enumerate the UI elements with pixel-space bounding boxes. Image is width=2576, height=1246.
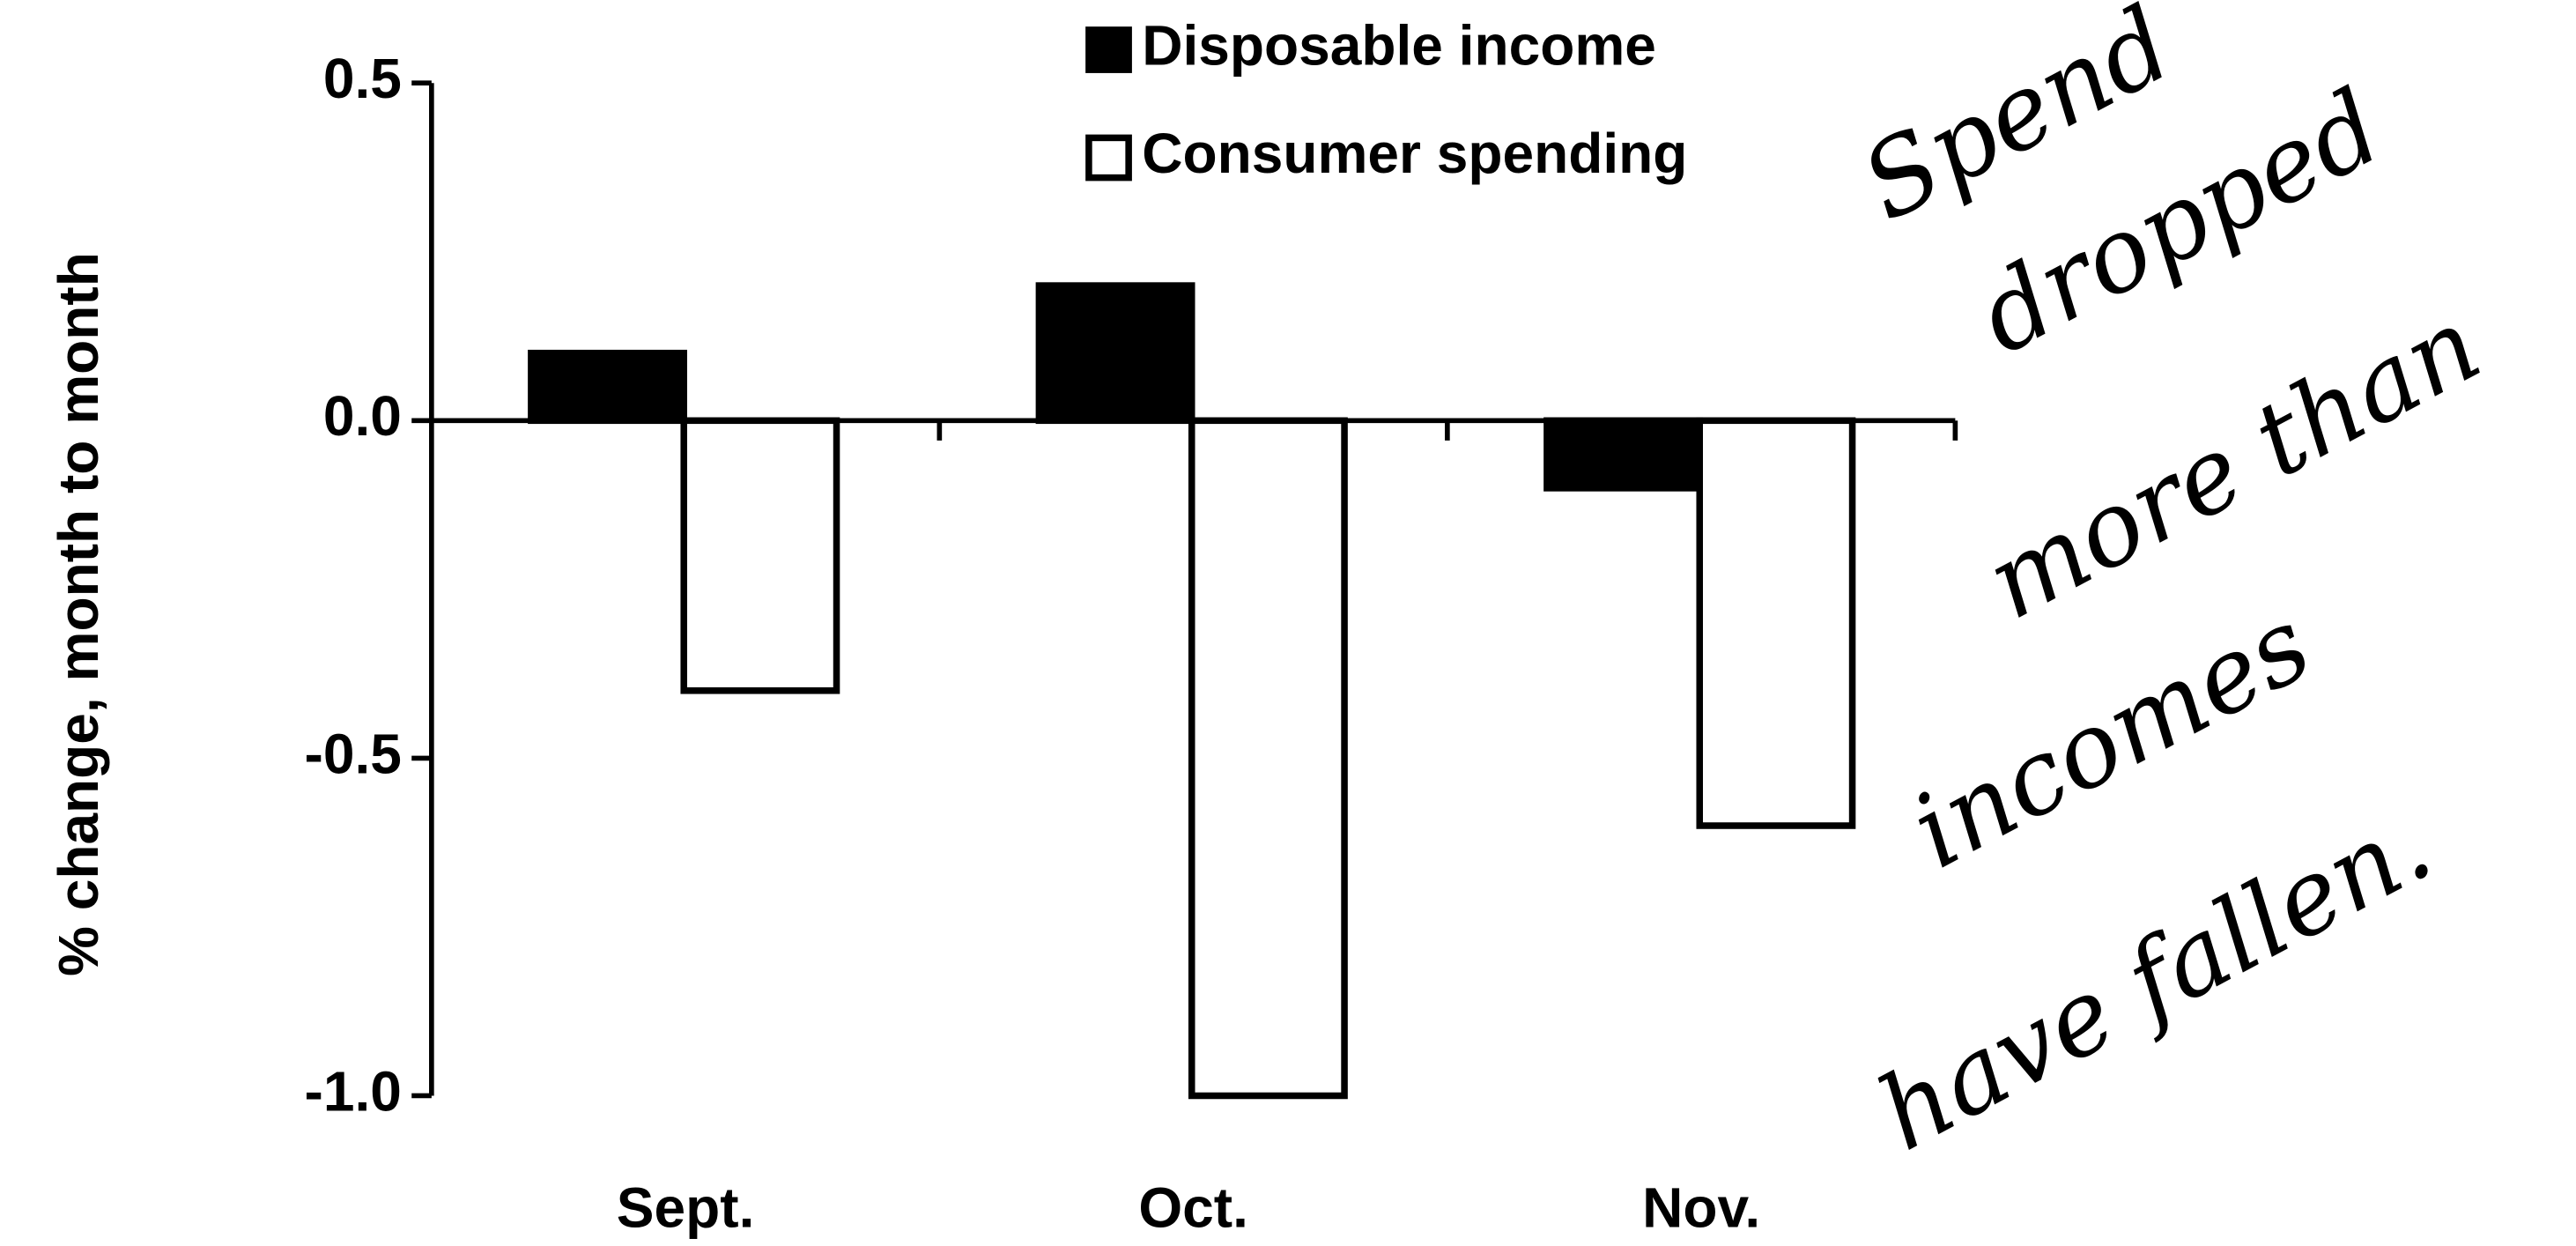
- y-tick-label: -1.0: [305, 1059, 402, 1123]
- x-tick-label: Sept.: [617, 1176, 755, 1239]
- legend-label: Disposable income: [1142, 13, 1656, 77]
- bar: [1188, 417, 1348, 1100]
- y-tick-label: -0.5: [305, 722, 402, 785]
- y-tick-label: 0.5: [323, 47, 402, 110]
- y-axis-label: % change, month to month: [47, 252, 110, 976]
- y-tick-label: 0.0: [323, 384, 402, 448]
- x-tick-label: Oct.: [1138, 1176, 1248, 1239]
- bar: [528, 349, 687, 425]
- x-tick-label: Nov.: [1642, 1176, 1760, 1239]
- handwritten-note: incomes: [1893, 584, 2329, 892]
- bar: [1696, 417, 1856, 829]
- bar: [680, 417, 840, 694]
- legend-label: Consumer spending: [1142, 122, 1687, 185]
- legend-swatch: [1085, 26, 1132, 73]
- legend-swatch: [1085, 134, 1132, 182]
- bar: [1543, 417, 1704, 492]
- bar: [1035, 282, 1195, 425]
